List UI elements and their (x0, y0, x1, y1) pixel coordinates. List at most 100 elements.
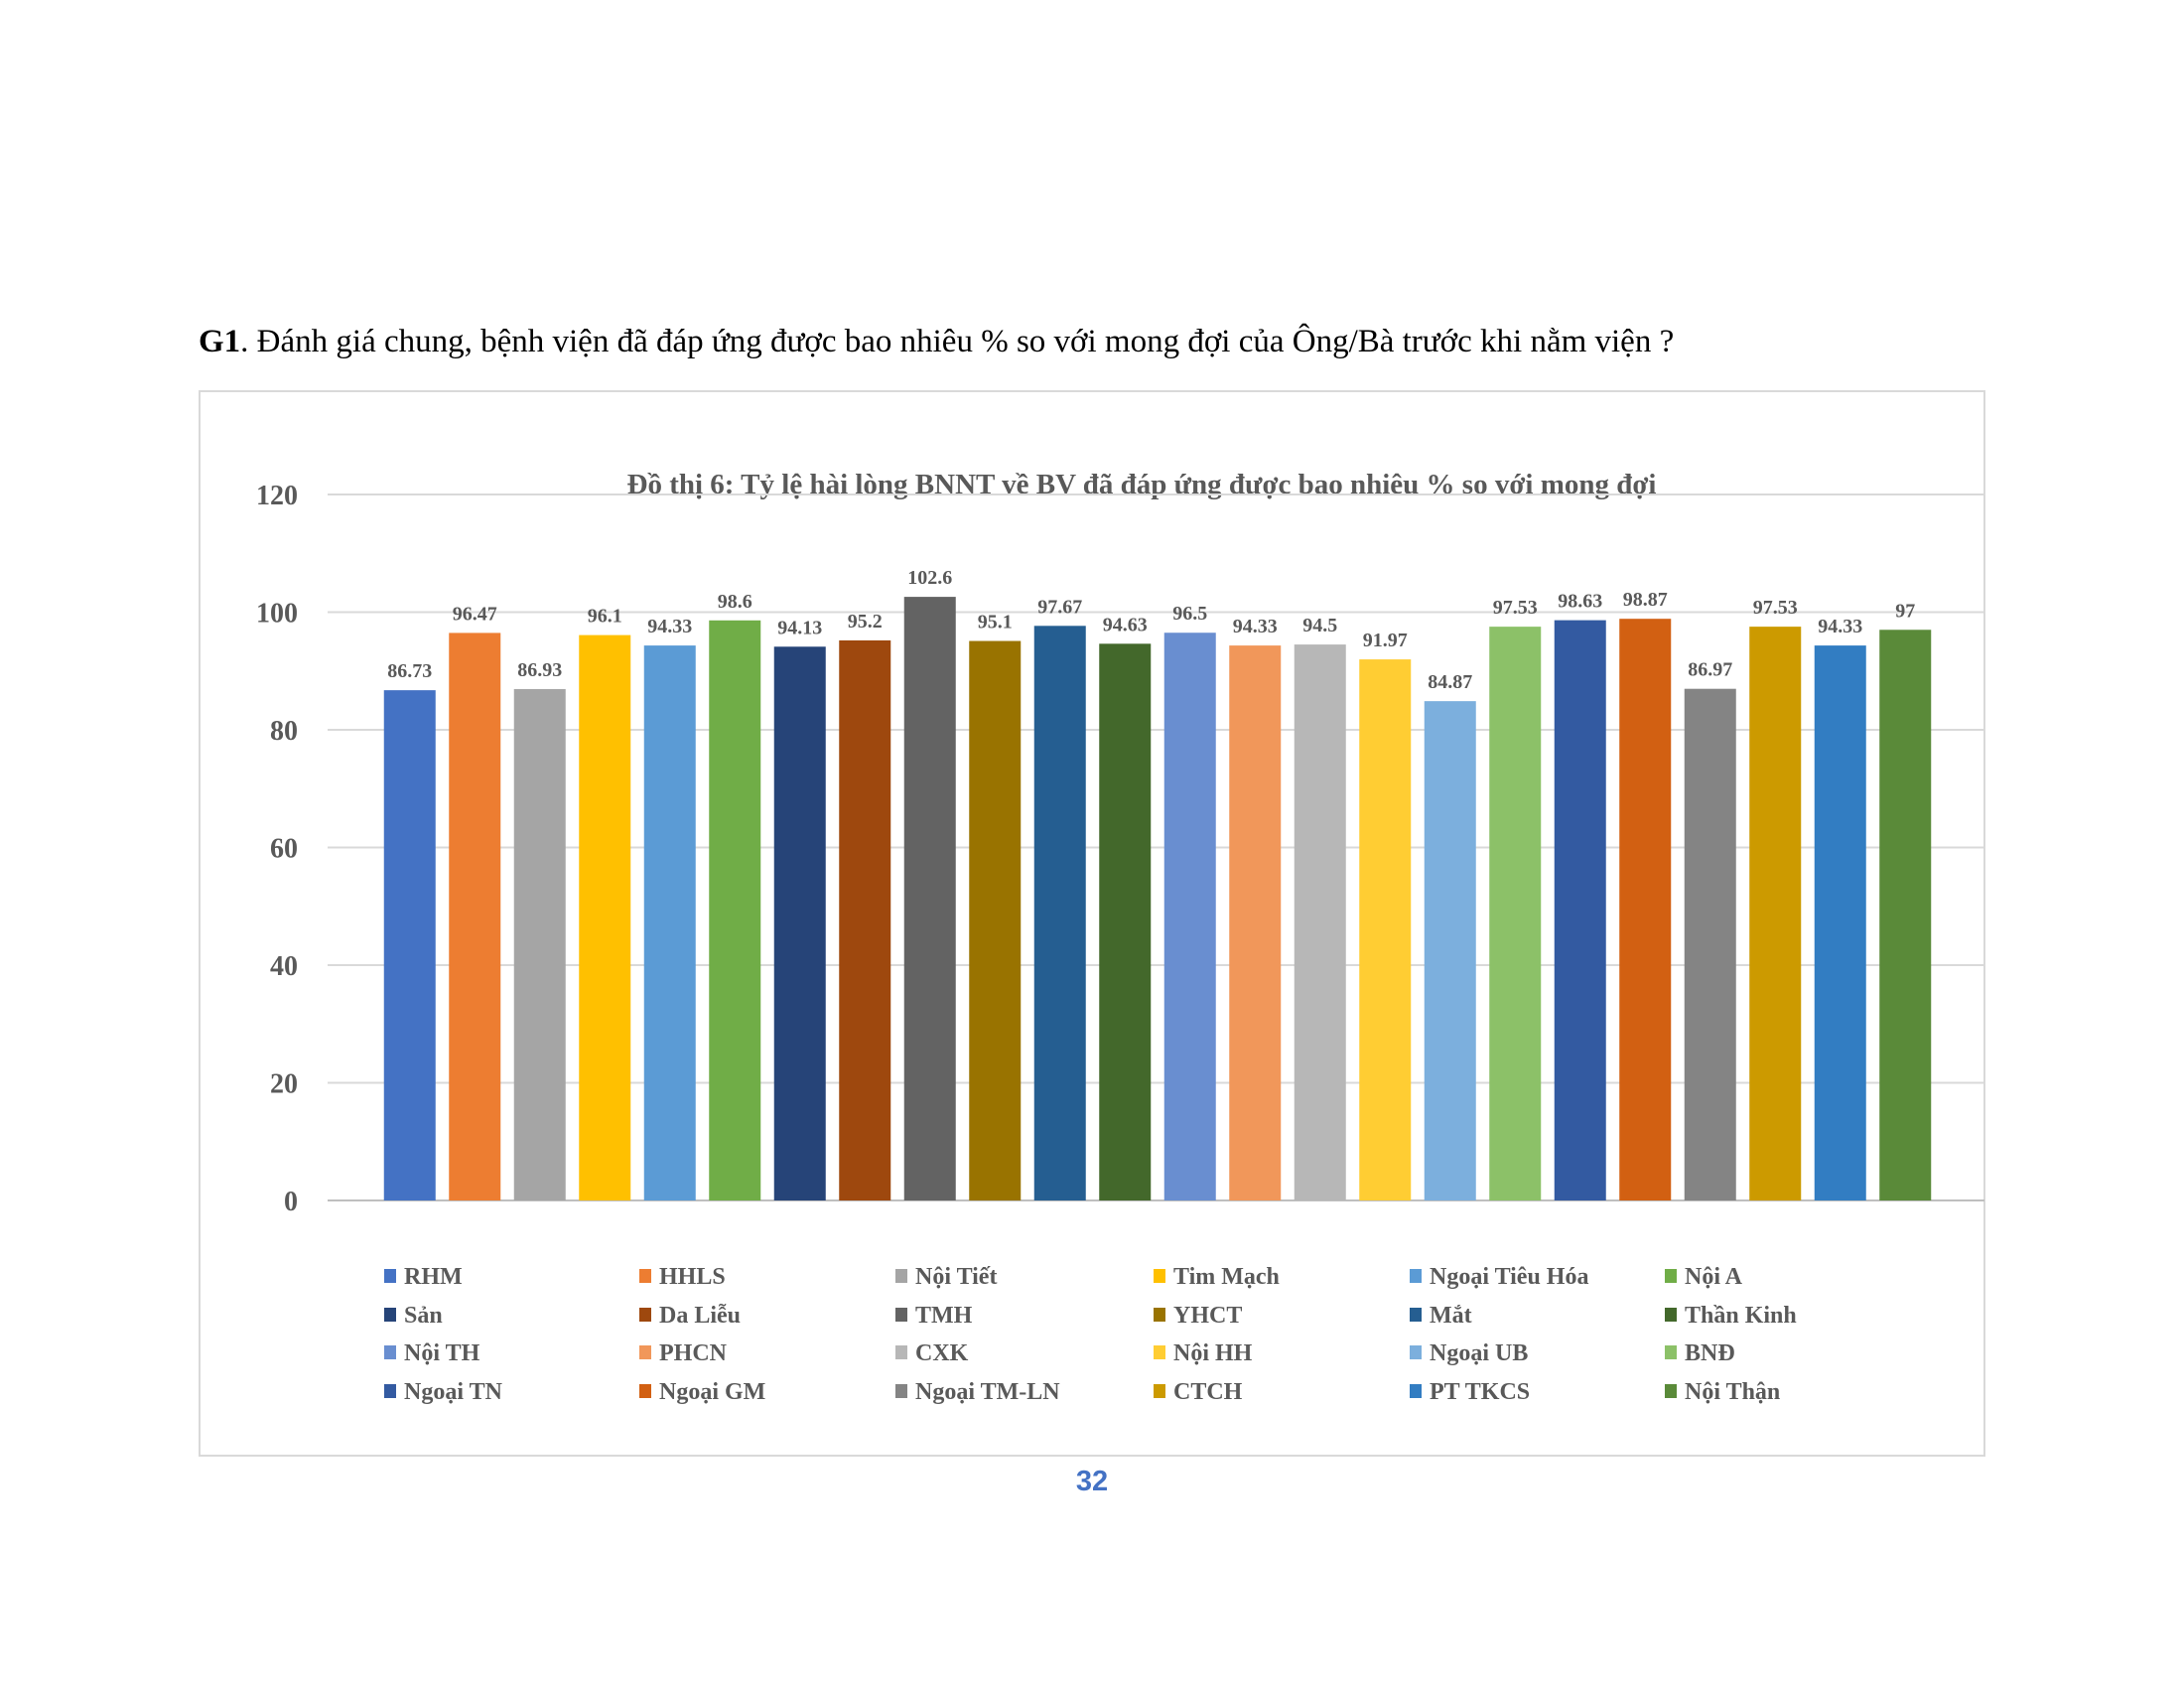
data-label: 94.13 (777, 617, 822, 638)
legend-swatch (384, 1384, 396, 1398)
data-label: 98.6 (718, 591, 752, 613)
bar-22 (1814, 645, 1866, 1200)
y-tick-label: 20 (270, 1069, 298, 1100)
bar-17 (1489, 627, 1542, 1200)
data-label: 94.63 (1103, 614, 1148, 635)
legend-swatch (1410, 1384, 1422, 1398)
legend-label: YHCT (1173, 1303, 1242, 1329)
legend-label: HHLS (659, 1264, 726, 1290)
legend-label: Ngoại GM (659, 1379, 765, 1405)
legend-swatch (1154, 1384, 1165, 1398)
page-number: 32 (1075, 1466, 1109, 1497)
y-tick-label: 60 (270, 834, 298, 865)
chart-container (199, 390, 1985, 1457)
legend-swatch (895, 1308, 907, 1322)
legend-label: PHCN (659, 1340, 728, 1366)
legend-swatch (384, 1308, 396, 1322)
legend-label: CXK (915, 1340, 969, 1366)
bar-6 (773, 646, 826, 1200)
data-label: 94.5 (1302, 615, 1337, 636)
bar-5 (709, 620, 761, 1200)
legend-swatch (1665, 1384, 1677, 1398)
bar-4 (643, 645, 696, 1200)
bar-12 (1163, 633, 1216, 1200)
data-label: 97.67 (1037, 596, 1082, 618)
data-label: 91.97 (1363, 630, 1408, 651)
legend-label: Ngoại TN (404, 1379, 503, 1405)
data-label: 98.63 (1558, 591, 1602, 613)
bar-9 (969, 640, 1022, 1200)
data-label: 94.33 (647, 616, 692, 637)
legend-label: Da Liễu (659, 1303, 741, 1329)
legend-swatch (1154, 1308, 1165, 1322)
y-tick-label: 40 (270, 951, 298, 982)
legend-label: Nội TH (404, 1340, 480, 1366)
bar-18 (1554, 620, 1606, 1200)
bar-21 (1749, 627, 1802, 1200)
data-label: 97.53 (1753, 597, 1798, 619)
data-label: 95.1 (978, 612, 1013, 633)
legend-label: CTCH (1173, 1379, 1243, 1405)
legend-swatch (1154, 1269, 1165, 1283)
bar-3 (579, 634, 631, 1200)
data-label: 102.6 (907, 567, 952, 589)
legend-swatch (384, 1345, 396, 1359)
data-label: 94.33 (1233, 616, 1278, 637)
data-label: 95.2 (848, 611, 883, 633)
legend-label: Nội Tiết (915, 1264, 997, 1290)
legend-swatch (384, 1269, 396, 1283)
bar-0 (383, 690, 436, 1200)
bar-2 (513, 688, 566, 1200)
data-label: 94.33 (1818, 616, 1862, 637)
question-text: . Đánh giá chung, bệnh viện đã đáp ứng đ… (240, 324, 1675, 359)
legend-swatch (639, 1384, 651, 1398)
data-label: 97.53 (1493, 597, 1538, 619)
legend-swatch (1410, 1269, 1422, 1283)
chart-title: Đồ thị 6: Tỷ lệ hài lòng BNNT về BV đã đ… (627, 469, 1657, 500)
legend-swatch (1410, 1308, 1422, 1322)
legend-swatch (1665, 1308, 1677, 1322)
legend-label: Mắt (1430, 1303, 1472, 1329)
legend-label: Ngoại UB (1430, 1340, 1528, 1366)
legend-swatch (1410, 1345, 1422, 1359)
legend-label: Tim Mạch (1173, 1264, 1280, 1290)
legend-label: Ngoại Tiêu Hóa (1430, 1264, 1588, 1290)
bar-16 (1424, 701, 1476, 1200)
legend-swatch (1665, 1269, 1677, 1283)
legend-swatch (895, 1269, 907, 1283)
data-label: 86.97 (1688, 659, 1732, 681)
bar-11 (1099, 643, 1152, 1200)
data-label: 96.5 (1172, 603, 1207, 625)
data-label: 84.87 (1428, 671, 1472, 693)
bar-19 (1619, 619, 1672, 1200)
bar-23 (1879, 630, 1932, 1200)
legend-swatch (895, 1345, 907, 1359)
legend-label: RHM (404, 1264, 463, 1290)
legend-swatch (639, 1269, 651, 1283)
bar-15 (1359, 659, 1412, 1200)
bar-7 (839, 639, 891, 1200)
bar-8 (903, 597, 956, 1200)
bar-1 (449, 633, 501, 1200)
legend-label: PT TKCS (1430, 1379, 1530, 1405)
legend-label: Nội Thận (1685, 1379, 1780, 1405)
y-tick-label: 120 (256, 481, 298, 511)
legend-swatch (639, 1345, 651, 1359)
legend-label: Thần Kinh (1685, 1303, 1797, 1329)
y-tick-label: 0 (284, 1187, 298, 1217)
y-tick-label: 100 (256, 599, 298, 630)
data-label: 96.47 (453, 603, 497, 625)
legend-swatch (895, 1384, 907, 1398)
question-heading: G1. Đánh giá chung, bệnh viện đã đáp ứng… (199, 324, 1674, 360)
bar-14 (1294, 644, 1346, 1200)
data-label: 96.1 (588, 606, 622, 628)
legend-label: TMH (915, 1303, 973, 1329)
y-tick-label: 80 (270, 716, 298, 747)
data-label: 86.73 (387, 660, 432, 682)
bar-13 (1229, 645, 1282, 1200)
legend-label: BNĐ (1685, 1340, 1735, 1366)
data-label: 98.87 (1623, 589, 1668, 611)
data-label: 86.93 (517, 659, 562, 681)
legend-label: Ngoại TM-LN (915, 1379, 1060, 1405)
